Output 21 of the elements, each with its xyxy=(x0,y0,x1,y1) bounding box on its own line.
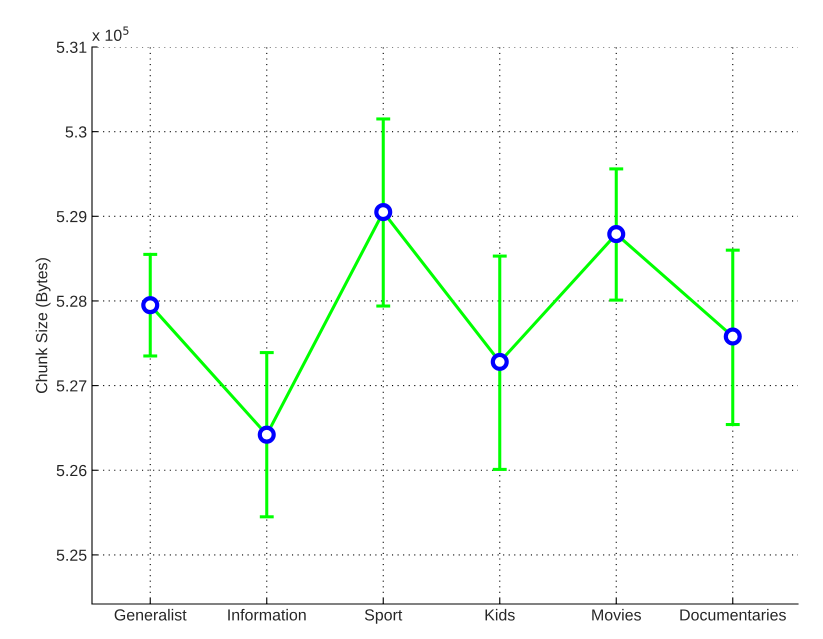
x-tick-label: Documentaries xyxy=(680,608,786,621)
point xyxy=(724,327,742,346)
y-tick-label: 5.28 xyxy=(56,296,86,307)
point xyxy=(374,203,392,222)
x-tick-label: Generalist xyxy=(114,608,187,621)
y-tick-label: 5.25 xyxy=(56,550,86,561)
x-tick-label: Information xyxy=(228,608,306,621)
y-axis-title: Chunk Size (Bytes) xyxy=(36,258,50,394)
point xyxy=(141,296,160,314)
y-tick-label: 5.3 xyxy=(66,126,86,138)
text: x 10$^{5}$ xyxy=(92,26,128,41)
x-tick-label: Movies xyxy=(592,608,641,621)
x-tick-label: Sport xyxy=(364,609,402,624)
y-tick-label: 5.31 xyxy=(56,42,86,53)
point xyxy=(258,426,276,444)
y-tick-label: 5.27 xyxy=(56,380,86,392)
point xyxy=(490,352,509,371)
y-tick-label: 5.29 xyxy=(56,210,86,222)
y-tick-label: 5.26 xyxy=(56,464,86,476)
x-tick-label: Kids xyxy=(486,608,515,621)
point xyxy=(607,225,626,244)
